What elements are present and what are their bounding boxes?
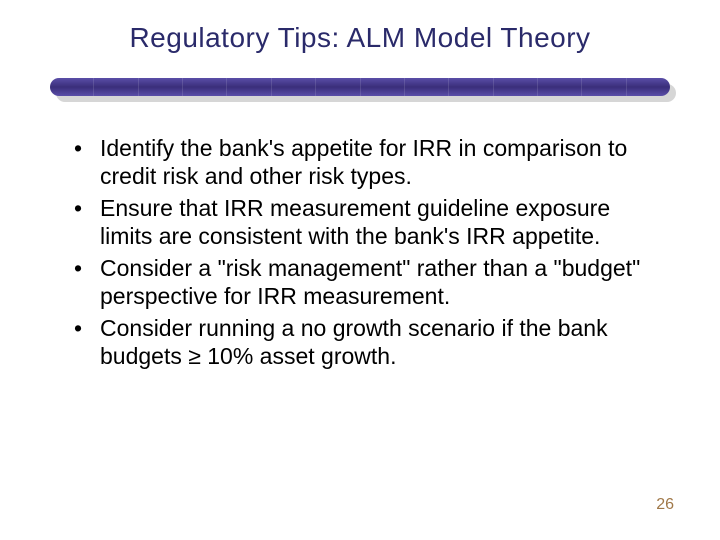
list-item: Identify the bank's appetite for IRR in …	[68, 134, 660, 190]
divider-segment	[316, 78, 360, 96]
divider-segment	[94, 78, 138, 96]
divider-segment	[405, 78, 449, 96]
list-item: Consider running a no growth scenario if…	[68, 314, 660, 370]
divider-bar	[50, 78, 670, 96]
divider-segment	[272, 78, 316, 96]
list-item: Ensure that IRR measurement guideline ex…	[68, 194, 660, 250]
bullet-text: Ensure that IRR measurement guideline ex…	[100, 195, 610, 249]
divider-segment	[227, 78, 271, 96]
divider-segment	[538, 78, 582, 96]
divider-segment	[582, 78, 626, 96]
divider-segment	[449, 78, 493, 96]
divider-segment	[183, 78, 227, 96]
divider	[50, 74, 670, 104]
bullet-list: Identify the bank's appetite for IRR in …	[40, 134, 680, 370]
slide: Regulatory Tips: ALM Model Theory Identi…	[0, 0, 720, 540]
divider-segment	[494, 78, 538, 96]
divider-segment	[361, 78, 405, 96]
divider-segment	[139, 78, 183, 96]
list-item: Consider a "risk management" rather than…	[68, 254, 660, 310]
bullet-text: Consider running a no growth scenario if…	[100, 315, 608, 369]
bullet-text: Identify the bank's appetite for IRR in …	[100, 135, 627, 189]
page-number: 26	[656, 496, 674, 514]
divider-segment	[627, 78, 670, 96]
divider-segment	[50, 78, 94, 96]
bullet-text: Consider a "risk management" rather than…	[100, 255, 640, 309]
slide-title: Regulatory Tips: ALM Model Theory	[40, 22, 680, 54]
